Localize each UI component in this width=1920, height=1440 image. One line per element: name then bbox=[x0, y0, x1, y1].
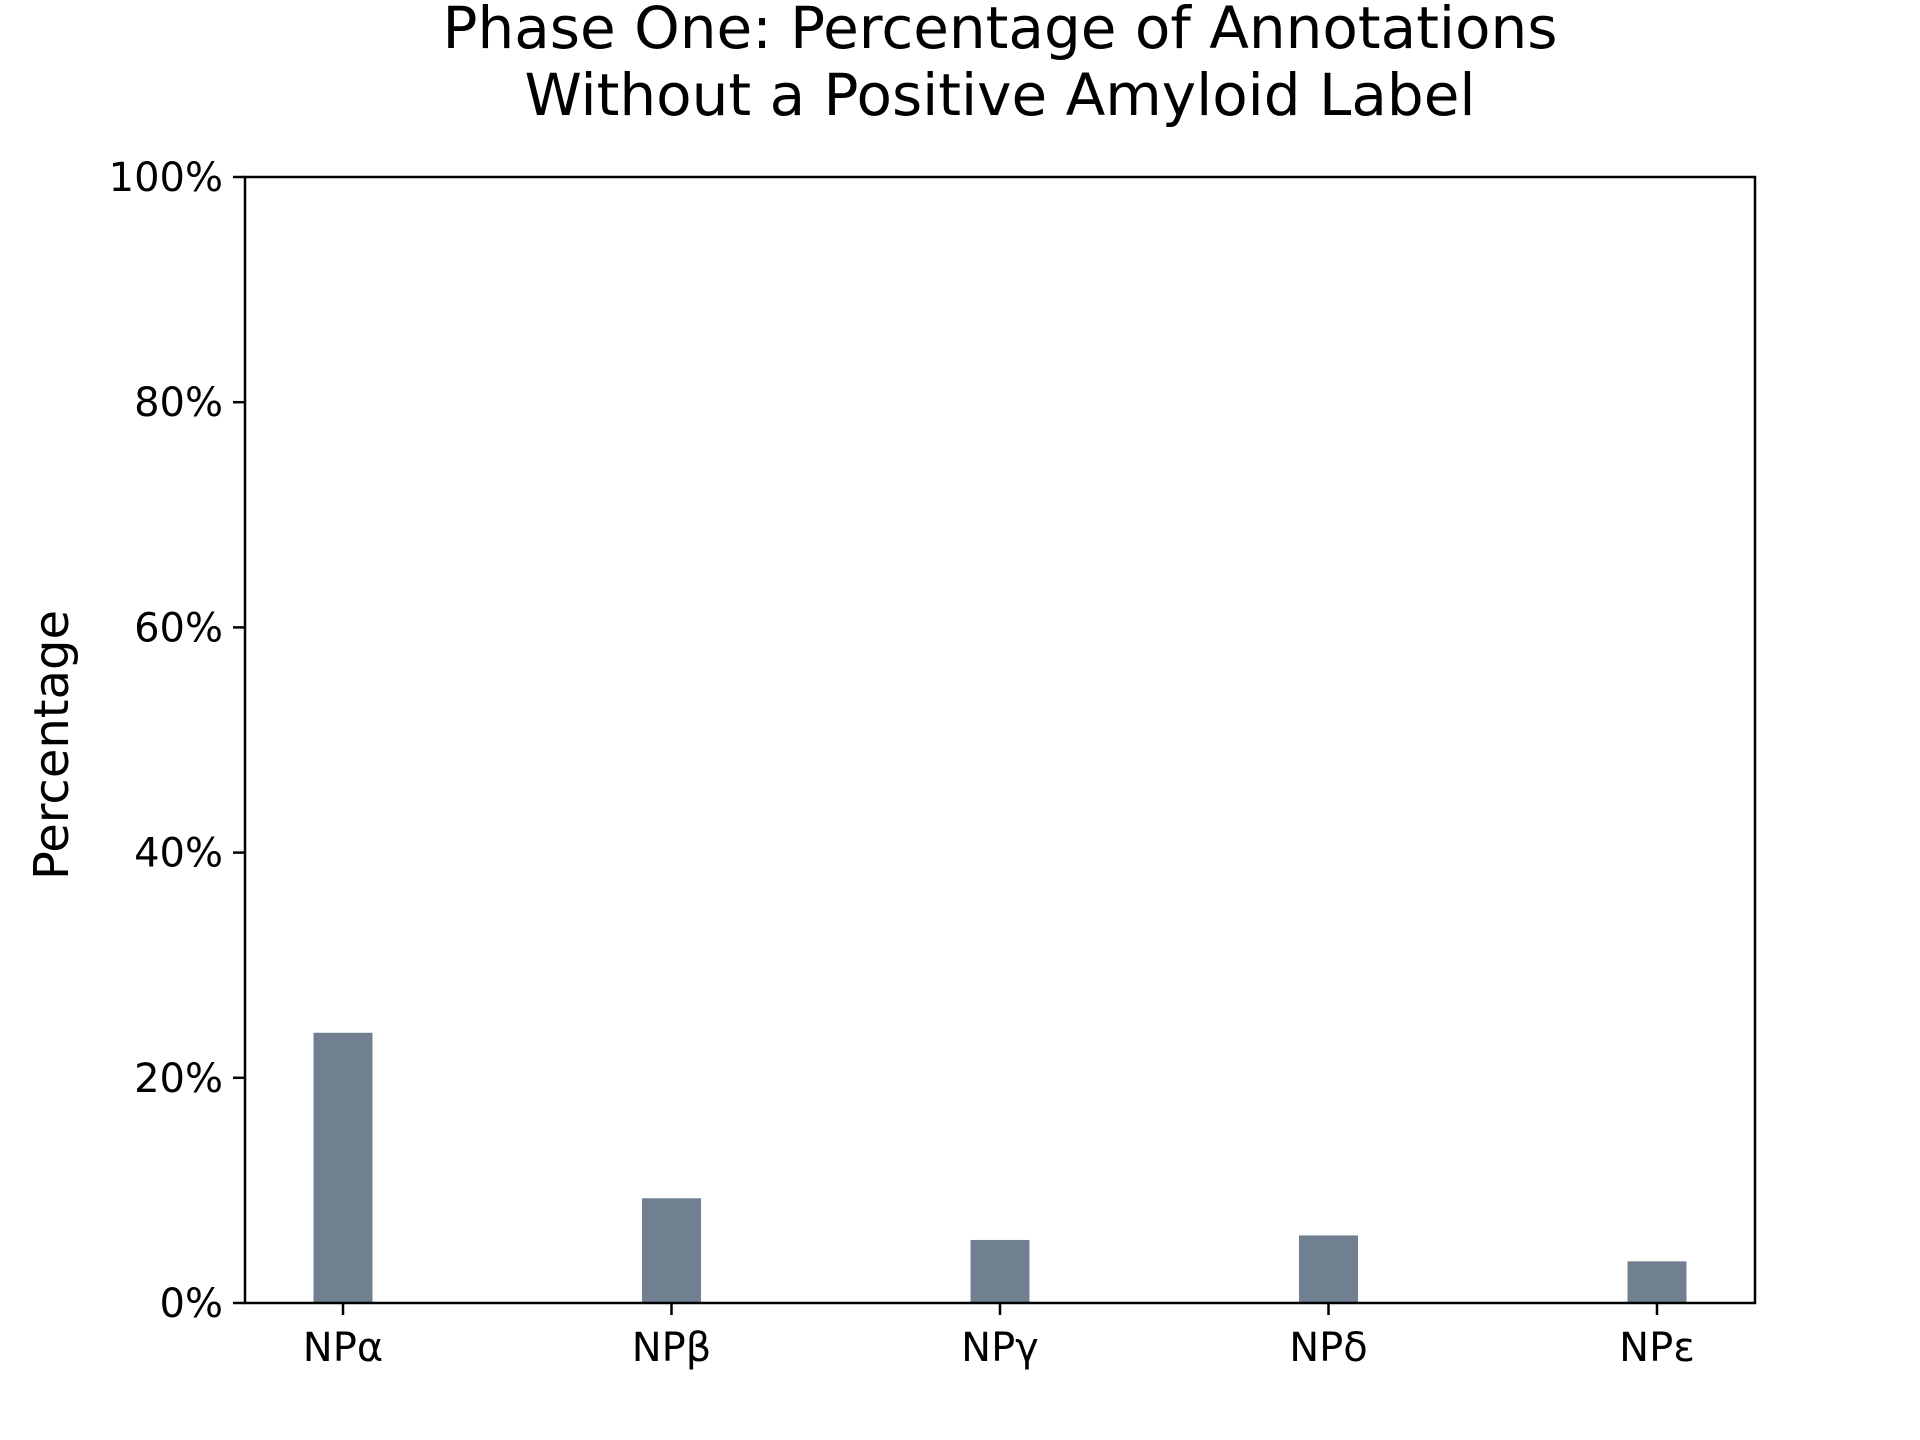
x-tick-label: NPα bbox=[303, 1325, 383, 1371]
bar-2 bbox=[970, 1239, 1030, 1303]
chart-title-line-1: Phase One: Percentage of Annotations bbox=[442, 0, 1557, 62]
x-tick-label: NPε bbox=[1619, 1325, 1695, 1371]
y-tick-label: 80% bbox=[134, 380, 223, 426]
bar-4 bbox=[1627, 1261, 1687, 1303]
y-axis-label: Percentage bbox=[24, 610, 80, 880]
y-tick-label: 60% bbox=[134, 605, 223, 651]
ticks-group: NPα NPβ NPγ NPδ NPε 0% 20% 40% 60% 80% 100% bbox=[109, 155, 1695, 1371]
x-tick-label: NPδ bbox=[1289, 1325, 1368, 1371]
y-tick-label: 20% bbox=[134, 1056, 223, 1102]
bars-group bbox=[313, 1032, 1687, 1303]
chart-title-line-2: Without a Positive Amyloid Label bbox=[524, 61, 1475, 129]
y-tick-label: 0% bbox=[160, 1281, 223, 1327]
y-tick-label: 40% bbox=[134, 831, 223, 877]
y-tick-label: 100% bbox=[109, 155, 223, 201]
plot-frame bbox=[243, 175, 1757, 1305]
bar-3 bbox=[1299, 1235, 1358, 1303]
x-tick-label: NPγ bbox=[961, 1325, 1039, 1371]
bar-1 bbox=[642, 1198, 701, 1303]
bar-0 bbox=[313, 1032, 373, 1303]
x-tick-label: NPβ bbox=[632, 1325, 712, 1371]
